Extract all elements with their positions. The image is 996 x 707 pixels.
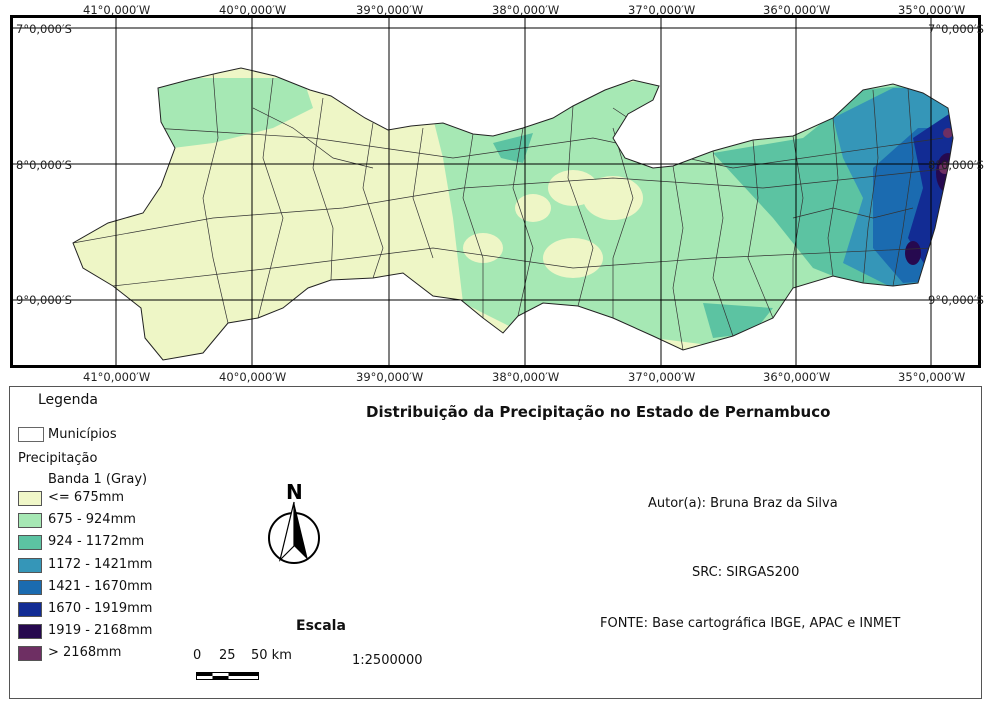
map-title: Distribuição da Precipitação no Estado d…: [366, 403, 831, 421]
municipios-label: Municípios: [48, 427, 117, 442]
lat-label-right: 7°0,000′S: [928, 22, 984, 36]
map-frame: [10, 15, 981, 368]
scale-title: Escala: [296, 618, 346, 634]
lon-label-top: 40°0,000′W: [219, 3, 287, 17]
source-text: FONTE: Base cartográfica IBGE, APAC e IN…: [600, 616, 901, 631]
legend-class-swatch: [18, 646, 42, 662]
legend-class-label: 1670 - 1919mm: [48, 601, 153, 616]
lon-label-bottom: 35°0,000′W: [898, 370, 966, 384]
legend-class-swatch: [18, 579, 42, 595]
legend-class-swatch: [18, 513, 42, 529]
precipitation-label: Precipitação: [18, 451, 98, 466]
legend-class-swatch: [18, 557, 42, 573]
legend-class-swatch: [18, 602, 42, 617]
legend-title: Legenda: [38, 392, 99, 408]
scale-tick-50: 50 km: [251, 648, 292, 663]
lon-label-top: 37°0,000′W: [628, 3, 696, 17]
lat-label-right: 8°0,000′S: [928, 158, 984, 172]
lat-label-left: 9°0,000′S: [16, 293, 72, 307]
lon-label-bottom: 36°0,000′W: [763, 370, 831, 384]
compass-icon: [268, 501, 320, 564]
lon-label-bottom: 41°0,000′W: [83, 370, 151, 384]
graticule: [13, 18, 978, 365]
lat-label-right: 9°0,000′S: [928, 293, 984, 307]
legend-class-swatch: [18, 491, 42, 506]
legend-class-swatch: [18, 624, 42, 640]
scale-bar: [196, 672, 259, 680]
lon-label-top: 35°0,000′W: [898, 3, 966, 17]
src-text: SRC: SIRGAS200: [692, 565, 800, 580]
legend-class-label: 1172 - 1421mm: [48, 556, 153, 572]
legend-class-label: 1919 - 2168mm: [48, 623, 153, 639]
legend-class-label: 924 - 1172mm: [48, 534, 145, 550]
scale-tick-25: 25: [219, 648, 236, 663]
lon-label-bottom: 38°0,000′W: [492, 370, 560, 384]
lon-label-top: 39°0,000′W: [356, 3, 424, 17]
lat-label-left: 8°0,000′S: [16, 158, 72, 172]
north-label: N: [286, 480, 303, 504]
legend-class-label: <= 675mm: [48, 490, 125, 505]
legend-class-label: > 2168mm: [48, 645, 122, 661]
lon-label-bottom: 39°0,000′W: [356, 370, 424, 384]
author-text: Autor(a): Bruna Braz da Silva: [648, 496, 838, 511]
lat-label-left: 7°0,000′S: [16, 22, 72, 36]
municipios-swatch: [18, 427, 44, 442]
layout-box: [9, 386, 982, 699]
lon-label-top: 41°0,000′W: [83, 3, 151, 17]
scale-ratio: 1:2500000: [352, 653, 423, 668]
legend-class-label: 675 - 924mm: [48, 512, 136, 528]
precipitation-map: [13, 18, 978, 365]
lon-label-bottom: 40°0,000′W: [219, 370, 287, 384]
lon-label-top: 38°0,000′W: [492, 3, 560, 17]
north-arrow: N: [266, 480, 322, 566]
band-label: Banda 1 (Gray): [48, 472, 148, 487]
scale-tick-0: 0: [193, 648, 202, 663]
legend-class-label: 1421 - 1670mm: [48, 578, 153, 594]
lon-label-top: 36°0,000′W: [763, 3, 831, 17]
lon-label-bottom: 37°0,000′W: [628, 370, 696, 384]
legend-class-swatch: [18, 535, 42, 551]
